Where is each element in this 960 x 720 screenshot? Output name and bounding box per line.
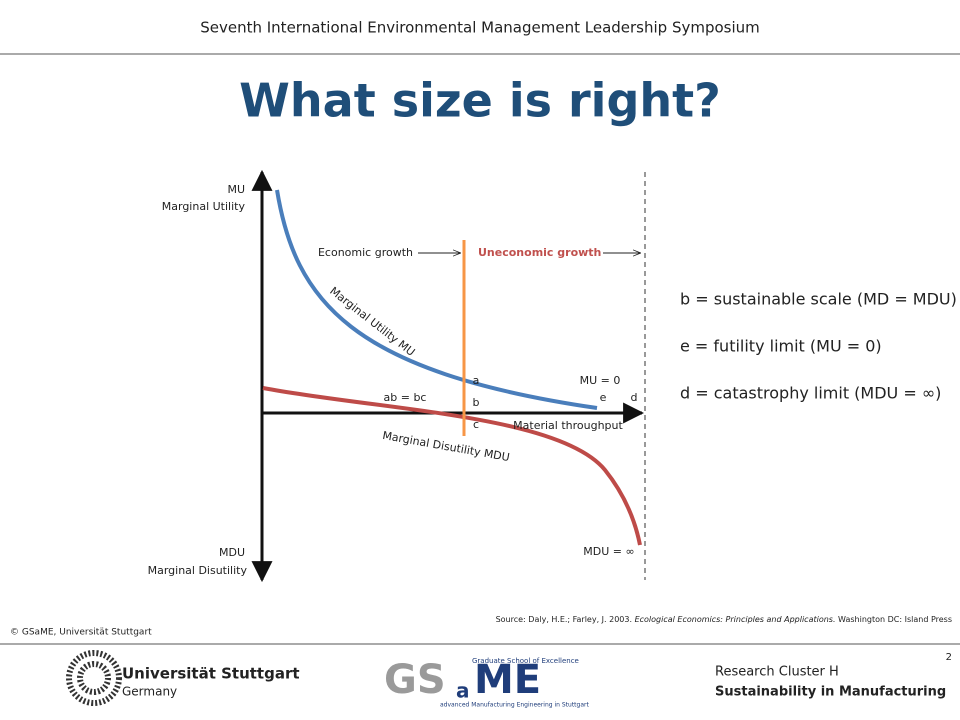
source-part: Ecological Economics: Principles and App… [635,615,836,624]
source: Source: Daly, H.E.; Farley, J. 2003. Eco… [496,615,952,624]
header-title: Seventh International Environmental Mana… [200,19,760,37]
growth-label: Uneconomic growth [478,246,601,259]
gsame-logo: GS a ME Graduate School of Excellence ad… [384,657,589,709]
uni-emblem [77,661,111,695]
logo-part: a [456,679,470,703]
page-number: 2 [946,652,952,663]
mu-curve [275,189,598,410]
uni-country: Germany [122,685,177,699]
axis-label: MU [227,183,245,196]
uni-logo: Universität Stuttgart Germany [66,650,300,706]
annotation: MU = 0 [580,374,621,387]
axis-label: Marginal Utility [162,200,246,213]
source-part: Washington DC: Island Press [836,615,952,624]
mdu-curve [262,386,642,546]
uni-name: Universität Stuttgart [122,665,300,683]
cluster: Research Cluster H [715,665,839,680]
growth-label: Economic growth [318,246,413,259]
copyright: © GSaME, Universität Stuttgart [10,628,152,638]
annotation: MDU = ∞ [583,545,634,558]
point-label: b [473,396,480,409]
logo-part: GS [384,657,446,703]
x-axis-label: Material throughput [513,419,623,432]
note: e = futility limit (MU = 0) [680,337,882,356]
axis-label: Marginal Disutility [148,564,248,577]
point-label: e [600,391,607,404]
uni-emblem [66,650,122,706]
topic: Sustainability in Manufacturing [715,685,946,700]
curve-label: Marginal Disutility MDU [381,429,510,464]
logo-part: ME [474,657,541,703]
note: b = sustainable scale (MD = MDU) [680,290,957,309]
logo-part: advanced Manufacturing Engineering in St… [440,702,589,709]
slide-title: What size is right? [239,74,721,128]
logo-part: Graduate School of Excellence [472,657,579,665]
point-label: a [473,374,480,387]
note: d = catastrophy limit (MDU = ∞) [680,384,941,403]
source-part: Source: Daly, H.E.; Farley, J. 2003. [496,615,635,624]
curve-label: Marginal Utility MU [327,284,417,358]
point-label: c [473,418,479,431]
axis-label: MDU [219,546,245,559]
point-label: d [631,391,638,404]
annotation: ab = bc [384,391,427,404]
